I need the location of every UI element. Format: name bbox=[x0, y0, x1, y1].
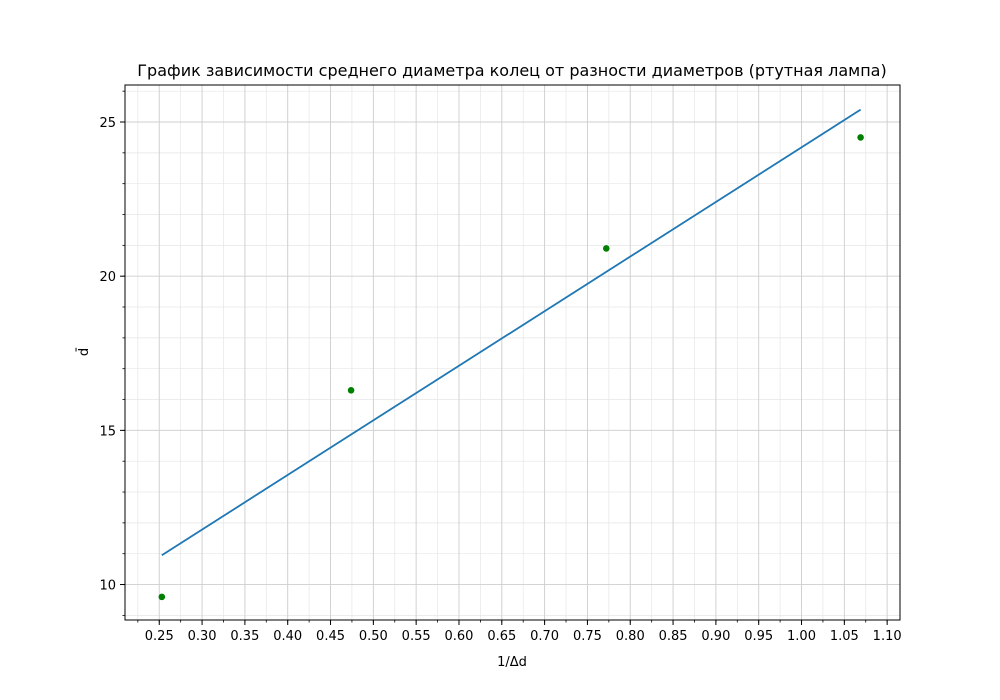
y-tick-label: 25 bbox=[99, 116, 116, 131]
fit-line bbox=[161, 108, 862, 557]
x-tick-label: 0.75 bbox=[573, 629, 602, 644]
x-tick-label: 0.65 bbox=[487, 629, 516, 644]
x-axis-label: 1/Δd bbox=[497, 655, 527, 670]
chart-title: График зависимости среднего диаметра кол… bbox=[137, 61, 886, 80]
scatter-point bbox=[347, 386, 355, 394]
x-tick-label: 0.45 bbox=[316, 629, 345, 644]
x-tick-label: 0.95 bbox=[744, 629, 773, 644]
x-tick-label: 0.50 bbox=[359, 629, 388, 644]
x-tick-label: 0.40 bbox=[273, 629, 302, 644]
x-tick-label: 1.00 bbox=[787, 629, 816, 644]
x-tick-label: 0.30 bbox=[188, 629, 217, 644]
y-tick-label: 10 bbox=[99, 579, 116, 594]
x-tick-label: 0.60 bbox=[445, 629, 474, 644]
x-tick-label: 0.85 bbox=[659, 629, 688, 644]
y-axis-label: d̄ bbox=[77, 347, 92, 356]
scatter-point bbox=[602, 245, 610, 252]
x-tick-label: 1.10 bbox=[873, 629, 902, 644]
x-tick-label: 0.55 bbox=[402, 629, 431, 644]
x-tick-label: 0.80 bbox=[616, 629, 645, 644]
x-tick-label: 0.25 bbox=[145, 629, 174, 644]
x-axis: 0.25 0.30 0.35 0.40 0.45 0.50 0.55 0.60 0.65 0.70… bbox=[137, 620, 902, 644]
series-layer bbox=[158, 108, 864, 601]
x-tick-label: 0.35 bbox=[230, 629, 259, 644]
y-axis: 10 15 20 25 bbox=[99, 90, 125, 616]
y-tick-label: 15 bbox=[99, 424, 116, 439]
scatter-point bbox=[857, 134, 864, 141]
x-tick-label: 0.70 bbox=[530, 629, 559, 644]
y-tick-label: 20 bbox=[99, 270, 116, 285]
x-tick-label: 1.05 bbox=[830, 629, 859, 644]
scatter-point bbox=[158, 593, 166, 601]
x-tick-label: 0.90 bbox=[701, 629, 730, 644]
plot-frame bbox=[124, 84, 901, 621]
